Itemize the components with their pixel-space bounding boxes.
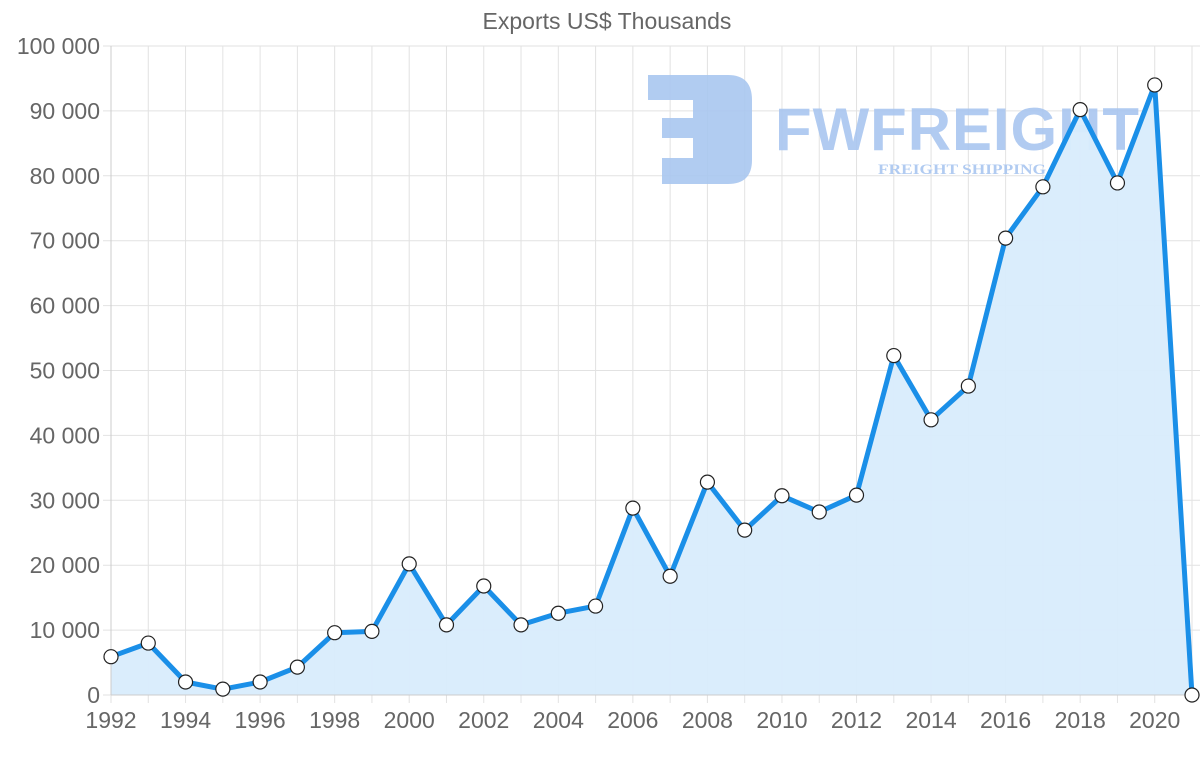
x-tick-label: 2018 xyxy=(1055,707,1106,733)
data-points[interactable] xyxy=(103,77,1200,703)
x-tick-label: 2016 xyxy=(980,707,1031,733)
x-tick-label: 2008 xyxy=(682,707,733,733)
data-point-2016[interactable] xyxy=(998,230,1014,246)
axes xyxy=(110,46,1200,696)
x-tick-label: 2000 xyxy=(384,707,435,733)
y-axis-labels: 0 10 000 20 000 30 000 40 000 50 000 60 000 70 … xyxy=(17,33,100,708)
data-point-2021[interactable] xyxy=(1184,687,1200,703)
y-tick-label: 90 000 xyxy=(30,98,100,124)
x-tick-label: 2004 xyxy=(533,707,584,733)
data-point-1996[interactable] xyxy=(252,674,268,690)
x-tick-label: 1992 xyxy=(85,707,136,733)
x-tick-label: 2012 xyxy=(831,707,882,733)
data-point-2007[interactable] xyxy=(662,568,678,584)
y-tick-label: 70 000 xyxy=(30,228,100,254)
data-point-2013[interactable] xyxy=(886,347,902,364)
fwfreight-logo-icon xyxy=(648,75,752,184)
data-point-1998[interactable] xyxy=(327,625,343,641)
data-point-2017[interactable] xyxy=(1035,179,1051,195)
y-tick-label: 20 000 xyxy=(30,552,100,578)
x-tick-label: 1994 xyxy=(160,707,211,733)
data-point-2014[interactable] xyxy=(923,412,939,428)
chart-title: Exports US$ Thousands xyxy=(482,8,732,34)
data-point-2019[interactable] xyxy=(1109,175,1126,191)
y-tick-label: 40 000 xyxy=(30,422,100,448)
x-tick-label: 1996 xyxy=(235,707,286,733)
data-point-2011[interactable] xyxy=(811,504,827,520)
y-tick-label: 100 000 xyxy=(17,33,100,59)
data-point-2006[interactable] xyxy=(625,500,641,516)
data-point-2015[interactable] xyxy=(960,378,976,394)
y-tick-label: 0 xyxy=(87,682,100,708)
y-tick-label: 50 000 xyxy=(30,358,100,384)
x-axis-labels: 1992 1994 1996 1998 2000 2002 2004 2006 2008 2010… xyxy=(85,707,1180,733)
area-fill xyxy=(111,84,1192,695)
data-point-2020[interactable] xyxy=(1147,77,1163,93)
x-tick-label: 2006 xyxy=(607,707,658,733)
data-point-2009[interactable] xyxy=(737,522,753,538)
x-tick-label: 2020 xyxy=(1129,707,1180,733)
data-point-1994[interactable] xyxy=(177,674,194,690)
data-point-1997[interactable] xyxy=(289,659,305,675)
y-tick-label: 60 000 xyxy=(30,293,100,319)
x-tick-label: 2014 xyxy=(905,707,956,733)
x-tick-label: 2002 xyxy=(458,707,509,733)
data-point-2018[interactable] xyxy=(1072,102,1088,118)
data-point-1993[interactable] xyxy=(140,635,156,651)
data-point-2010[interactable] xyxy=(774,488,790,504)
data-point-2003[interactable] xyxy=(513,617,529,633)
data-point-2005[interactable] xyxy=(587,598,604,614)
y-tick-label: 10 000 xyxy=(30,617,100,643)
x-tick-label: 1998 xyxy=(309,707,360,733)
y-tick-label: 30 000 xyxy=(30,487,100,513)
watermark-tagline-text: FREIGHT SHIPPING xyxy=(878,162,1046,178)
data-point-2008[interactable] xyxy=(699,474,716,490)
data-point-2004[interactable] xyxy=(550,605,566,621)
data-point-2002[interactable] xyxy=(476,578,492,594)
data-point-1995[interactable] xyxy=(215,681,231,697)
data-point-2012[interactable] xyxy=(848,487,865,503)
data-point-1999[interactable] xyxy=(364,623,380,639)
y-tick-label: 80 000 xyxy=(30,163,100,189)
data-point-1992[interactable] xyxy=(103,649,119,665)
data-point-2001[interactable] xyxy=(438,617,455,633)
data-point-2000[interactable] xyxy=(401,556,417,572)
x-tick-label: 2010 xyxy=(756,707,807,733)
